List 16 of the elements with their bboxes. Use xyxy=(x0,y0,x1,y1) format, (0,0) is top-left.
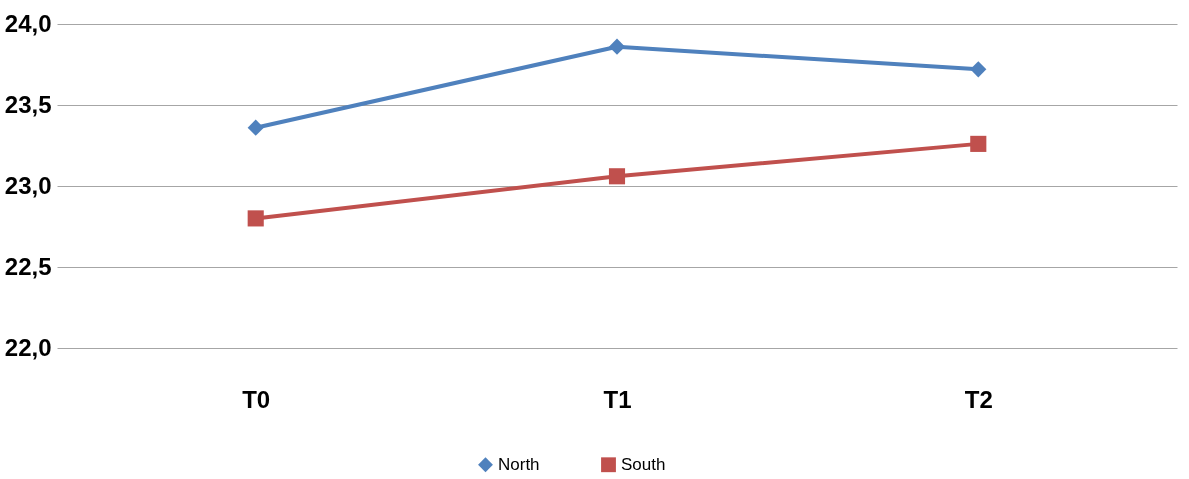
x-tick-label: T0 xyxy=(242,385,271,413)
x-tick-label: T1 xyxy=(603,385,632,413)
point xyxy=(970,61,987,78)
y-tick-label: 23,0 xyxy=(4,171,52,199)
x-tick-label: T2 xyxy=(964,385,993,413)
point xyxy=(608,168,626,185)
y-tick-label: 22,0 xyxy=(4,333,52,361)
point xyxy=(247,119,264,136)
point xyxy=(970,135,987,152)
y-tick-label: 23,5 xyxy=(4,90,52,118)
legend-label: North xyxy=(498,454,540,474)
y-tick-label: 22,5 xyxy=(4,252,52,280)
legend-label: South xyxy=(621,454,666,474)
point xyxy=(247,210,264,227)
y-tick-label: 24,0 xyxy=(4,9,52,37)
point xyxy=(608,38,626,55)
